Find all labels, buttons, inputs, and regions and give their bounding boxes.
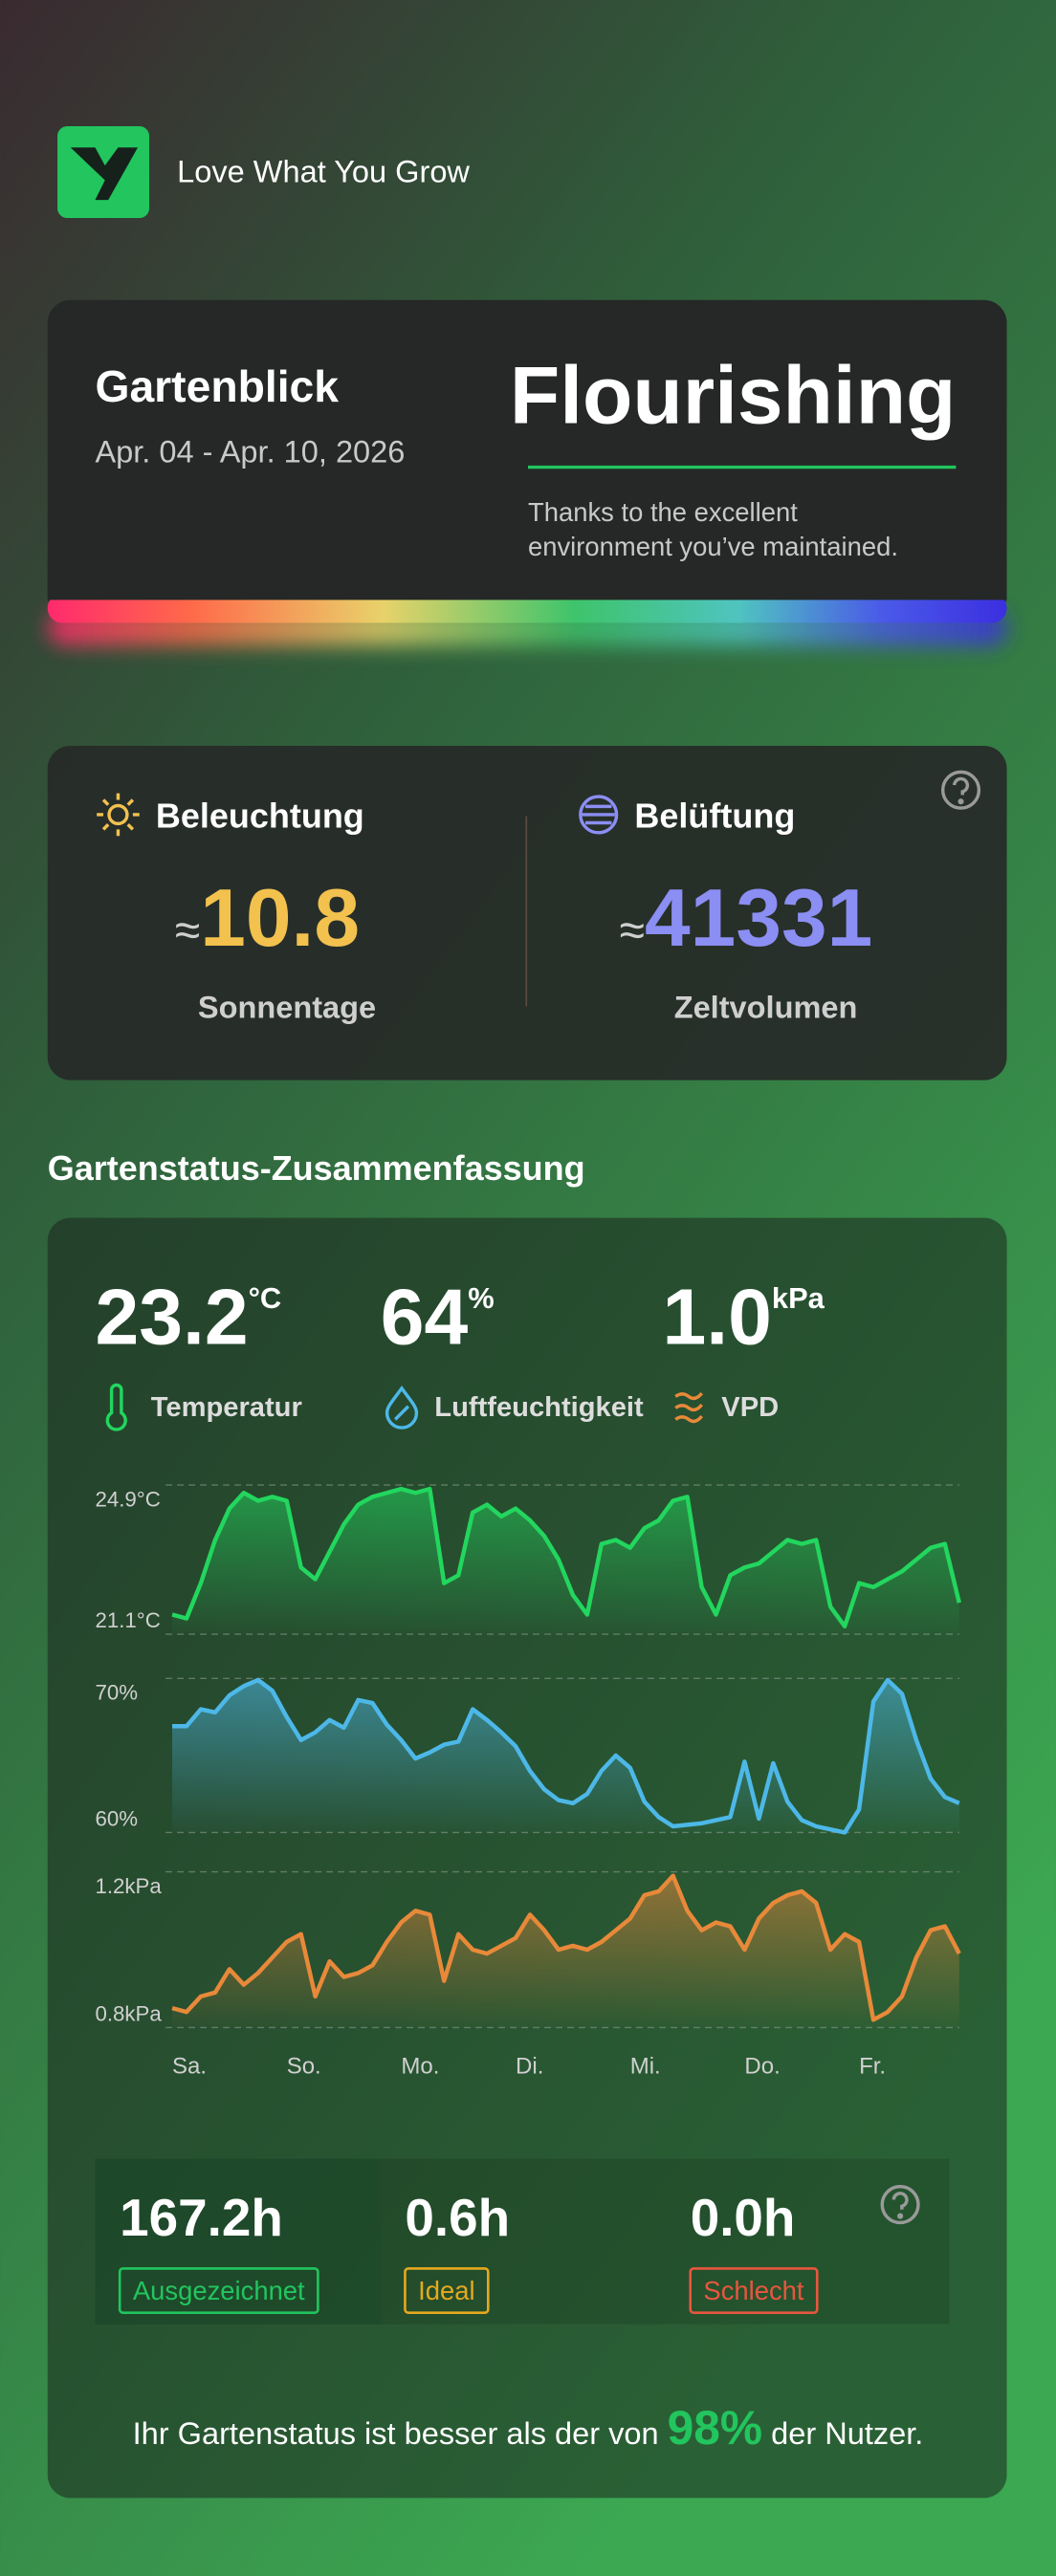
- y-tick-label: 21.1°C: [95, 1608, 160, 1632]
- value: 10.8: [200, 872, 360, 964]
- logo-mark: [70, 147, 139, 201]
- metric-value: ≈41331: [620, 872, 873, 964]
- rating-label: Ideal: [418, 2276, 474, 2305]
- metric-unit: Zeltvolumen: [674, 991, 858, 1025]
- brand: Love What You Grow: [177, 154, 470, 188]
- y-tick-label: 70%: [95, 1681, 138, 1705]
- line: [172, 1677, 960, 1835]
- metric-unit: Sonnentage: [198, 991, 376, 1025]
- footer-text: der Nutzer.: [762, 2416, 923, 2451]
- x-tick-label: Do.: [744, 2053, 780, 2079]
- metric-title: Beleuchtung: [156, 797, 364, 836]
- hours: 167.2h Ausgezeichnet 0.6h Ideal 0.0h Schlecht: [118, 2188, 819, 2314]
- value: 41331: [645, 872, 872, 964]
- y-tick-label: 24.9°C: [95, 1487, 160, 1511]
- help-button[interactable]: [880, 2184, 920, 2225]
- x-tick-label: Sa.: [172, 2053, 207, 2079]
- rating-badge: [404, 2267, 490, 2314]
- approx-sign: ≈: [175, 906, 200, 956]
- x-tick-label: So.: [287, 2053, 321, 2079]
- status: Flourishing: [510, 349, 956, 441]
- x-tick-label: Di.: [516, 2053, 543, 2079]
- area: [172, 1679, 959, 1833]
- charts: 24.9°C 21.1°C 70% 60% 1.2kPa 0.8kPa Sa. So. Mo. D…: [95, 1484, 961, 2079]
- message-line: Thanks to the excellent: [528, 497, 798, 527]
- date-range: Apr. 04 - Apr. 10, 2026: [95, 434, 405, 469]
- y-tick-label: 0.8kPa: [95, 2002, 162, 2026]
- x-tick-label: Mi.: [630, 2053, 661, 2079]
- sun-icon: [97, 793, 140, 837]
- summary-title: Gartenblick: [95, 361, 339, 411]
- rainbow-bar: [47, 593, 1007, 623]
- reading-value: 23.2: [95, 1275, 248, 1362]
- vpd-icon: [674, 1391, 704, 1424]
- humidity-icon: [385, 1385, 419, 1430]
- message-line: environment you’ve maintained.: [528, 532, 898, 561]
- area: [172, 1489, 959, 1635]
- reading-value: 1.0: [663, 1275, 772, 1362]
- metric-title: Belüftung: [634, 797, 795, 836]
- hours-value: 167.2h: [120, 2188, 283, 2247]
- vent-icon: [579, 795, 619, 835]
- footer: Ihr Gartenstatus ist besser als der von …: [133, 2401, 924, 2455]
- reading-label: VPD: [721, 1392, 779, 1423]
- rating-label: Ausgezeichnet: [133, 2276, 305, 2305]
- help-button[interactable]: [940, 770, 981, 810]
- section-title: Gartenstatus-Zusammenfassung: [48, 1148, 585, 1188]
- rating-badge: [118, 2267, 319, 2314]
- area: [172, 1875, 959, 2028]
- line: [171, 1486, 961, 1629]
- x-tick-label: Mo.: [401, 2053, 439, 2079]
- approx-sign: ≈: [620, 906, 645, 956]
- reading-unit: %: [468, 1281, 494, 1315]
- line: [171, 1873, 961, 2022]
- reading: 64%: [381, 1275, 495, 1362]
- thermometer-icon: [105, 1383, 127, 1431]
- footer-percent: 98%: [668, 2401, 762, 2455]
- footer-text: Ihr Gartenstatus ist besser als der von: [133, 2416, 668, 2451]
- metric-value: ≈10.8: [175, 872, 360, 964]
- hours-value: 0.0h: [691, 2188, 796, 2247]
- y-tick-label: 1.2kPa: [95, 1874, 162, 1898]
- summary-card: [47, 299, 1007, 619]
- reading-unit: °C: [249, 1281, 282, 1315]
- rating-badge: [689, 2267, 819, 2314]
- rating-label: Schlecht: [703, 2276, 804, 2305]
- x-tick-label: Fr.: [859, 2053, 886, 2079]
- reading: 23.2°C: [95, 1275, 281, 1362]
- reading: 1.0kPa: [663, 1275, 825, 1362]
- reading-label: Temperatur: [151, 1392, 302, 1423]
- card-bottom: [47, 557, 1007, 600]
- y-tick-label: 60%: [95, 1807, 138, 1831]
- hours-highlight: [95, 2158, 381, 2325]
- reading-label: Luftfeuchtigkeit: [434, 1392, 644, 1423]
- reading-unit: kPa: [772, 1281, 825, 1315]
- reading-value: 64: [381, 1275, 469, 1362]
- hours-value: 0.6h: [405, 2188, 510, 2247]
